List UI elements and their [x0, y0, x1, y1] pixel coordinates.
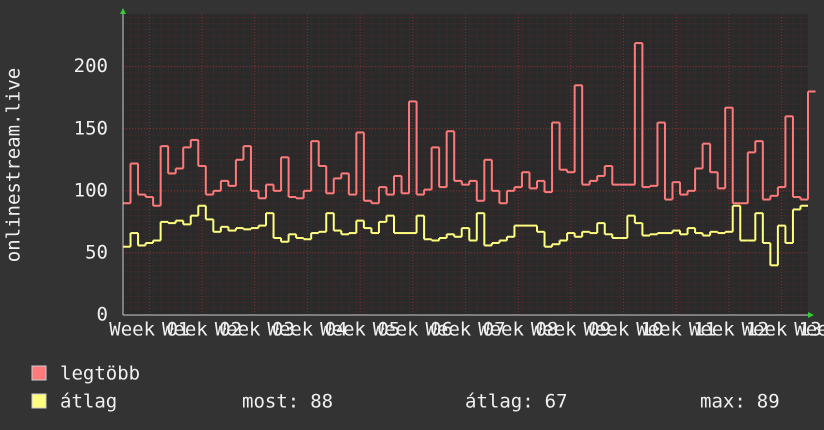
legend-swatch: [31, 365, 47, 381]
y-tick-label: 0: [97, 304, 108, 326]
x-tick-label: Week 06: [373, 319, 453, 341]
x-tick-label: Week 08: [478, 319, 558, 341]
stat-value: 88: [310, 391, 333, 413]
y-tick-label: 150: [74, 117, 108, 139]
step-riser: [129, 43, 809, 206]
x-tick-label: Week 10: [584, 319, 664, 341]
plot: [123, 14, 816, 316]
x-tick-label: Week 01: [109, 319, 189, 341]
legend-label: átlag: [60, 391, 117, 413]
stat-label: átlag:: [465, 391, 534, 413]
legend-label: legtöbb: [60, 363, 140, 385]
x-tick-label: Week 11: [636, 319, 716, 341]
y-tick-label: 100: [74, 179, 108, 201]
stat-value: 67: [545, 391, 568, 413]
x-tick-label: Week 02: [162, 319, 242, 341]
x-tick-label: Week 14: [794, 319, 824, 341]
x-tick-label: Week 09: [531, 319, 611, 341]
step-riser: [129, 205, 802, 266]
x-tick-label: Week 12: [689, 319, 769, 341]
y-tick-label: 50: [85, 241, 108, 263]
legend-swatch: [31, 393, 47, 409]
x-tick-label: Week 05: [320, 319, 400, 341]
axes: [122, 10, 812, 316]
y-axis-label: onlinestream.live: [3, 68, 25, 262]
x-tick-label: Week 13: [742, 319, 822, 341]
x-tick-label: Week 03: [215, 319, 295, 341]
stat-value: 89: [757, 391, 780, 413]
stat-label: most:: [242, 391, 299, 413]
x-tick-label: Week 04: [267, 319, 347, 341]
y-tick-label: 200: [74, 55, 108, 77]
stat-label: max:: [700, 391, 746, 413]
x-tick-label: Week 07: [425, 319, 505, 341]
